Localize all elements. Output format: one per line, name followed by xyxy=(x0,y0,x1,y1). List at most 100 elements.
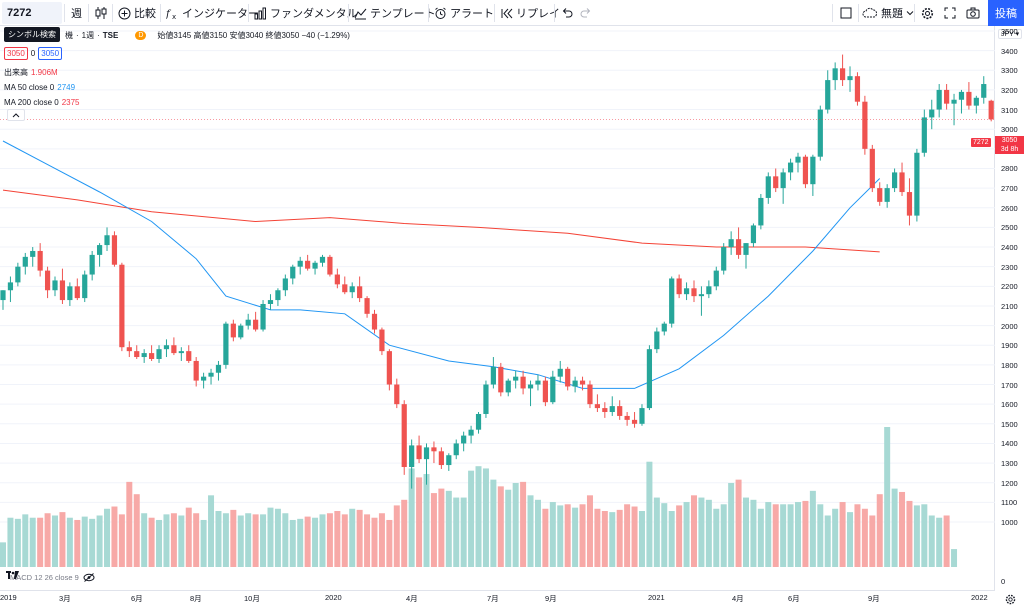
layout-name-button[interactable]: 無題 xyxy=(862,0,914,26)
volume-bar xyxy=(118,514,125,567)
volume-legend[interactable]: 出来高 1.906M xyxy=(4,67,58,78)
alarm-clock-icon xyxy=(435,7,446,19)
volume-bar xyxy=(111,506,118,567)
interval-button[interactable]: 週 xyxy=(71,0,82,26)
volume-bar xyxy=(371,517,378,567)
candle-body xyxy=(914,152,920,216)
select-layout-button[interactable] xyxy=(840,0,852,26)
replay-button[interactable]: リプレイ xyxy=(500,0,560,26)
candle-body xyxy=(587,384,593,405)
candle-body xyxy=(431,447,437,452)
candle-body xyxy=(817,109,823,157)
candle-body xyxy=(67,286,73,301)
price-tick-label: 2500 xyxy=(1001,223,1018,233)
candle-body xyxy=(468,429,474,436)
volume-bar xyxy=(527,495,534,567)
volume-bar xyxy=(824,515,831,567)
price-tick-label: 2000 xyxy=(1001,321,1018,331)
volume-bar xyxy=(386,519,393,567)
volume-bar xyxy=(601,511,608,567)
volume-bar xyxy=(14,518,21,567)
candle-body xyxy=(758,197,764,226)
buy-price-pill[interactable]: 3050 xyxy=(38,47,63,60)
alert-button[interactable]: アラート xyxy=(434,0,494,26)
candle-body xyxy=(446,455,452,466)
volume-bar xyxy=(222,513,229,567)
price-pills-row: 3050 0 3050 xyxy=(4,47,63,60)
volume-bar xyxy=(215,511,222,567)
candle-body xyxy=(825,80,831,110)
volume-bar xyxy=(423,474,430,567)
candle-body xyxy=(215,364,222,373)
candle-body xyxy=(646,349,653,409)
candlestick-type-button[interactable] xyxy=(94,0,108,26)
legend-collapse-button[interactable] xyxy=(7,109,25,121)
macd-legend[interactable]: MACD 12 26 close 9 xyxy=(6,573,95,582)
candle-body xyxy=(973,97,979,106)
fullscreen-button[interactable] xyxy=(944,0,956,26)
volume-bar xyxy=(289,519,296,567)
templates-button[interactable]: テンプレート xyxy=(354,0,436,26)
price-tick-label: 3200 xyxy=(1001,85,1018,95)
settings-button[interactable] xyxy=(921,0,934,26)
volume-bar xyxy=(208,495,215,567)
separator xyxy=(88,4,89,22)
ma50-value: 2749 xyxy=(57,83,76,92)
redo-button[interactable] xyxy=(580,0,592,26)
volume-bar xyxy=(468,470,475,567)
candle-body xyxy=(416,445,422,460)
candle-body xyxy=(951,99,957,104)
volume-bar xyxy=(297,518,304,567)
volume-bar xyxy=(393,505,400,567)
volume-bar xyxy=(690,495,697,567)
undo-icon xyxy=(562,8,573,18)
chart-pane[interactable] xyxy=(0,26,995,591)
candle-body xyxy=(936,89,942,110)
candle-body xyxy=(780,172,786,189)
ma50-legend[interactable]: MA 50 close 0 2749 xyxy=(4,83,75,92)
cloud-icon xyxy=(862,7,877,18)
volume-bar xyxy=(126,481,133,567)
candle-body xyxy=(854,76,861,102)
sell-price-pill[interactable]: 3050 xyxy=(4,47,28,60)
candle-body xyxy=(461,435,467,444)
volume-bar xyxy=(653,497,660,567)
volume-bar xyxy=(200,519,207,567)
snapshot-button[interactable] xyxy=(966,0,980,26)
volume-bar xyxy=(542,508,549,567)
ma200-legend[interactable]: MA 200 close 0 2375 xyxy=(4,98,80,107)
price-tick-label: 3300 xyxy=(1001,66,1018,76)
symbol-search-button[interactable]: 7272 xyxy=(2,2,62,24)
candle-body xyxy=(892,172,898,189)
candle-body xyxy=(669,278,675,324)
volume-bar xyxy=(676,505,683,567)
time-tick-label: 2021 xyxy=(648,593,665,602)
candle-body xyxy=(706,286,712,295)
candle-body xyxy=(30,250,36,257)
candle-body xyxy=(193,360,199,381)
volume-bar xyxy=(282,513,289,567)
volume-bar xyxy=(876,494,883,567)
candle-body xyxy=(74,286,80,299)
currency-selector[interactable]: JPY ▾ xyxy=(998,29,1023,39)
compare-button[interactable]: 比較 xyxy=(118,0,156,26)
data-badge[interactable]: D xyxy=(135,31,147,40)
separator xyxy=(64,4,65,22)
undo-button[interactable] xyxy=(561,0,573,26)
candle-body xyxy=(631,419,638,424)
chart-settings-button[interactable] xyxy=(1005,592,1016,605)
candle-body xyxy=(691,288,697,297)
price-tick-label: 1700 xyxy=(1001,380,1018,390)
separator xyxy=(428,4,429,22)
volume-bar xyxy=(408,468,415,567)
volume-bar xyxy=(438,488,445,567)
fundamentals-button[interactable]: ファンダメンタル xyxy=(254,0,358,26)
time-tick-label: 8月 xyxy=(190,594,202,603)
eye-slash-icon[interactable] xyxy=(83,573,95,582)
publish-idea-button[interactable]: 投稿 xyxy=(988,0,1024,26)
volume-bar xyxy=(252,514,259,567)
candle-body xyxy=(944,89,950,104)
candle-body xyxy=(201,376,207,381)
tradingview-logo[interactable] xyxy=(6,570,20,582)
